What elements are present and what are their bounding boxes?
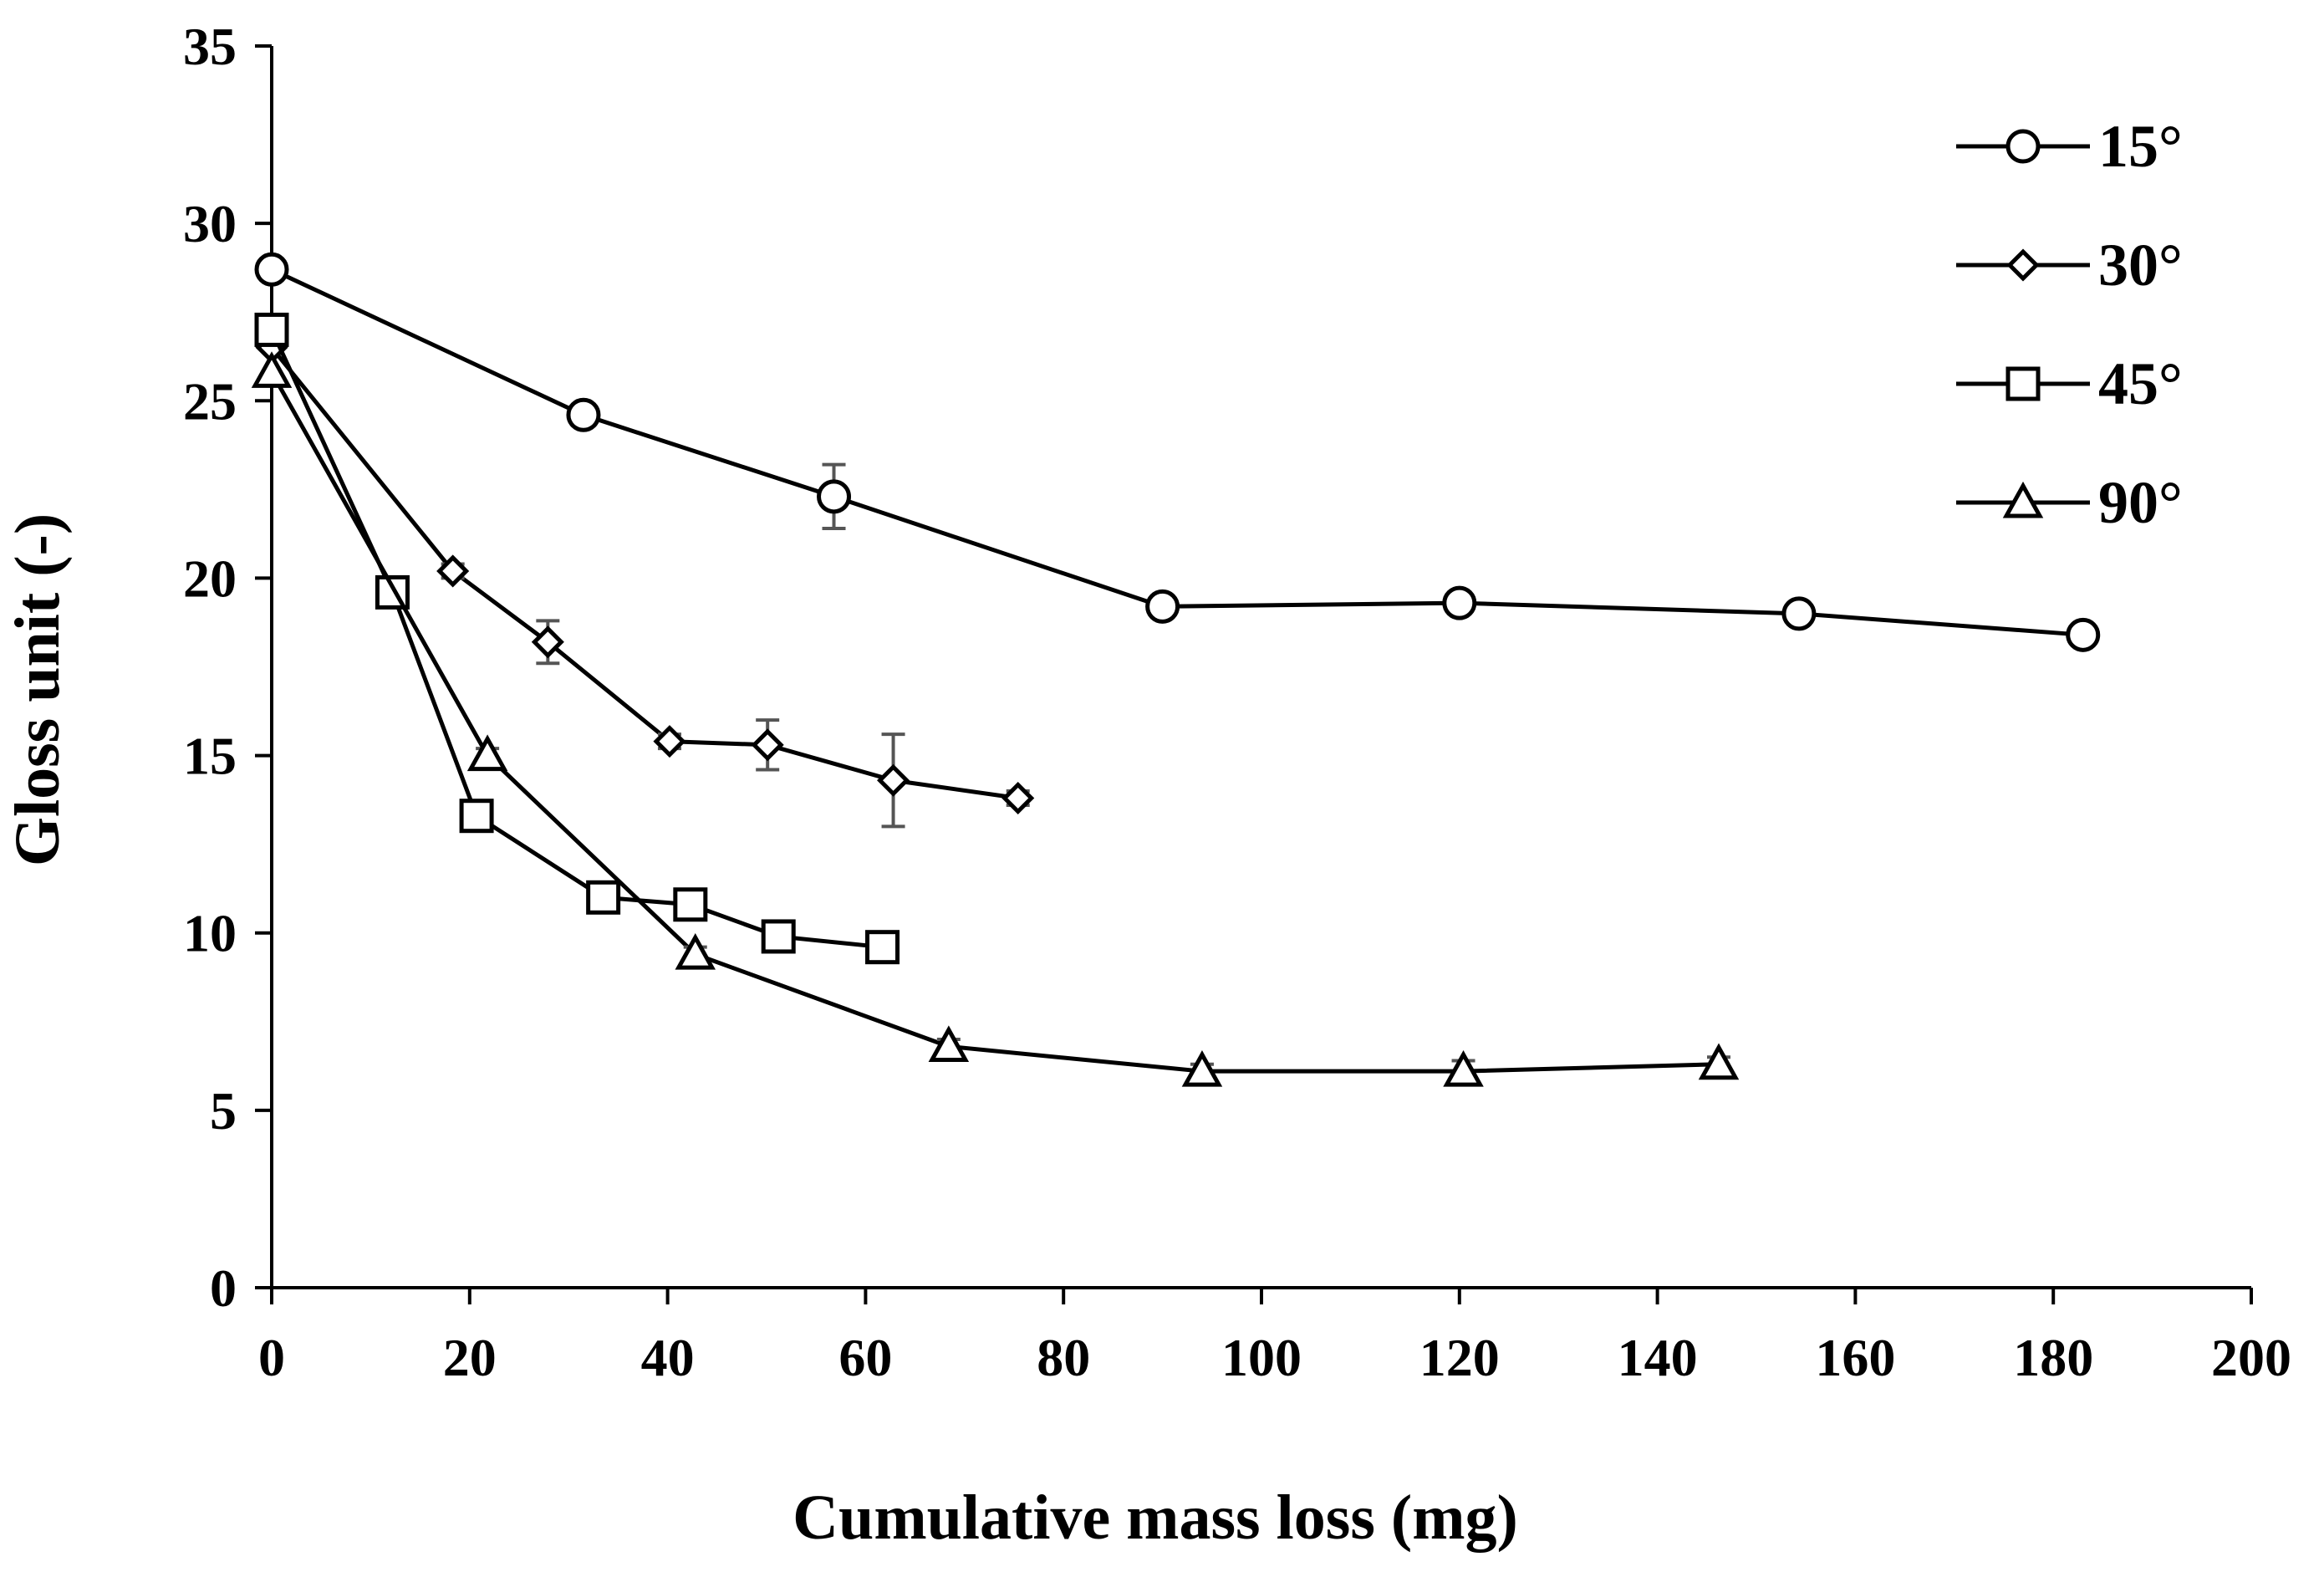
tick-labels: 0 5 10 15 20 25 30 35 0 20 40 60 80 100 120 140 160 180 20…: [183, 17, 2291, 1387]
data-point-circle: [254, 252, 289, 287]
data-point-circle: [1781, 596, 1817, 631]
x-tick-label: 180: [2013, 1328, 2093, 1387]
data-point-square: [586, 880, 621, 915]
x-tick-label: 200: [2211, 1328, 2291, 1387]
legend: 15° 30° 45° 90°: [1956, 113, 2183, 536]
data-point-triangle: [928, 1025, 970, 1062]
data-point-triangle: [1443, 1050, 1484, 1087]
y-tick-label: 10: [183, 904, 237, 963]
series-line-triangle: [269, 371, 1720, 1074]
x-tick-label: 60: [838, 1328, 892, 1387]
x-tick-label: 120: [1419, 1328, 1500, 1387]
legend-entry-square: 45°: [1956, 350, 2183, 417]
x-axis-title: Cumulative mass loss (mg): [793, 1483, 1518, 1553]
data-point-triangle: [251, 351, 293, 388]
axes: [255, 44, 2253, 1304]
data-point-diamond: [436, 554, 470, 588]
legend-entry-diamond: 30°: [1956, 232, 2183, 299]
x-tick-label: 20: [443, 1328, 497, 1387]
x-tick-label: 100: [1221, 1328, 1302, 1387]
data-point-square: [254, 312, 289, 347]
data-point-diamond: [1001, 781, 1035, 815]
data-point-triangle: [1181, 1050, 1223, 1087]
data-point-square: [761, 919, 796, 954]
legend-label: 45°: [2098, 350, 2183, 417]
y-tick-label: 5: [210, 1081, 237, 1141]
series-line-circle: [270, 268, 2083, 637]
y-tick-label: 0: [210, 1258, 237, 1318]
x-tick-label: 140: [1618, 1328, 1698, 1387]
x-tick-label: 80: [1037, 1328, 1090, 1387]
data-point-circle: [1145, 589, 1180, 624]
y-tick-label: 25: [183, 371, 237, 431]
data-point-circle: [1442, 585, 1477, 620]
series-diamond: [255, 331, 1035, 829]
y-tick-label: 20: [183, 549, 237, 608]
y-tick-label: 35: [183, 17, 237, 76]
y-axis-title: Gloss unit (-): [3, 513, 73, 866]
data-point-triangle: [675, 933, 716, 970]
legend-marker-circle: [2005, 129, 2041, 164]
x-tick-label: 0: [258, 1328, 285, 1387]
data-point-diamond: [653, 725, 686, 758]
series-triangle: [251, 351, 1740, 1087]
data-point-circle: [817, 479, 852, 514]
legend-entry-triangle: 90°: [1956, 469, 2183, 536]
legend-label: 15°: [2098, 113, 2183, 180]
y-tick-label: 30: [183, 194, 237, 253]
y-tick-label: 15: [183, 727, 237, 786]
data-point-diamond: [877, 763, 910, 797]
data-point-square: [865, 930, 900, 965]
x-tick-label: 40: [641, 1328, 695, 1387]
legend-label: 30°: [2098, 232, 2183, 299]
data-point-square: [673, 887, 708, 922]
legend-marker-square: [2005, 366, 2041, 401]
data-point-circle: [566, 397, 601, 432]
series-circle: [254, 252, 2101, 652]
legend-marker-diamond: [2006, 248, 2040, 282]
data-point-square: [459, 799, 494, 834]
data-point-triangle: [466, 734, 508, 772]
legend-marker-triangle: [2002, 481, 2044, 518]
data-point-triangle: [1698, 1043, 1740, 1080]
legend-label: 90°: [2098, 469, 2183, 536]
data-point-diamond: [531, 625, 564, 659]
series-layer: [251, 252, 2101, 1087]
data-point-diamond: [751, 728, 784, 762]
legend-entry-circle: 15°: [1956, 113, 2183, 180]
data-point-circle: [2066, 617, 2101, 652]
x-tick-label: 160: [1815, 1328, 1895, 1387]
